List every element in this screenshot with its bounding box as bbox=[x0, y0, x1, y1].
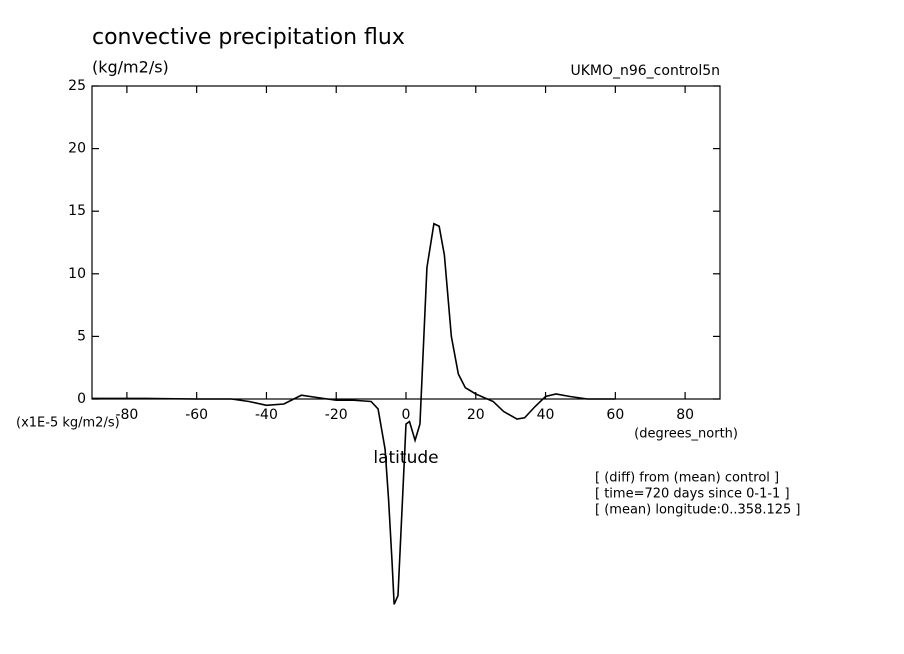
x-tick-label: -60 bbox=[185, 407, 208, 423]
y-tick-label: 5 bbox=[77, 328, 86, 344]
data-line bbox=[92, 222, 616, 605]
x-tick-label: 60 bbox=[606, 407, 624, 423]
chart-subtitle: (kg/m2/s) bbox=[92, 58, 169, 77]
dataset-label: UKMO_n96_control5n bbox=[570, 63, 720, 79]
y-tick-label: 15 bbox=[68, 203, 86, 219]
y-tick-label: 20 bbox=[68, 141, 86, 157]
plot-frame bbox=[91, 85, 721, 400]
x-tick-label: 40 bbox=[537, 407, 555, 423]
x-tick-label: -80 bbox=[115, 407, 138, 423]
y-tick-label: 10 bbox=[68, 266, 86, 282]
x-tick-label: 0 bbox=[402, 407, 411, 423]
note: [ (mean) longitude:0..358.125 ] bbox=[595, 503, 800, 518]
chart-title: convective precipitation flux bbox=[92, 25, 405, 50]
note: [ time=720 days since 0-1-1 ] bbox=[595, 487, 790, 502]
x-axis-label: latitude bbox=[373, 448, 438, 468]
y-tick-label: 25 bbox=[68, 78, 86, 94]
x-tick-label: 20 bbox=[467, 407, 485, 423]
x-tick-label: -40 bbox=[255, 407, 278, 423]
x-tick-label: 80 bbox=[676, 407, 694, 423]
note: [ (diff) from (mean) control ] bbox=[595, 471, 779, 486]
y-axis-label: (x1E-5 kg/m2/s) bbox=[16, 416, 120, 431]
x-tick-label: -20 bbox=[325, 407, 348, 423]
x-units: (degrees_north) bbox=[634, 427, 738, 442]
y-tick-label: 0 bbox=[77, 391, 86, 407]
